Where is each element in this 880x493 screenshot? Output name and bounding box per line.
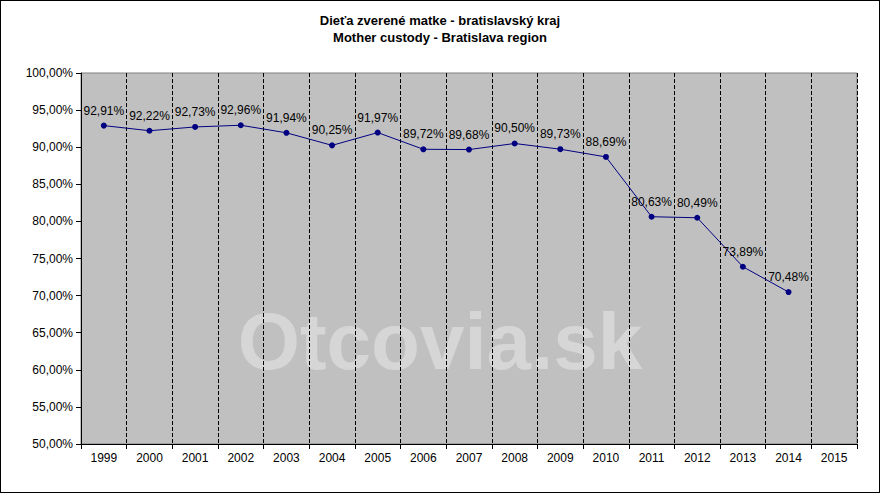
- svg-text:85,00%: 85,00%: [32, 177, 73, 191]
- svg-text:95,00%: 95,00%: [32, 103, 73, 117]
- svg-text:2015: 2015: [821, 451, 848, 465]
- svg-text:55,00%: 55,00%: [32, 400, 73, 414]
- svg-text:2009: 2009: [547, 451, 574, 465]
- svg-text:92,73%: 92,73%: [175, 105, 216, 119]
- svg-text:Mother custody - Bratislava re: Mother custody - Bratislava region: [333, 30, 547, 45]
- svg-text:89,73%: 89,73%: [540, 127, 581, 141]
- svg-text:89,68%: 89,68%: [449, 128, 490, 142]
- svg-text:92,22%: 92,22%: [129, 109, 170, 123]
- svg-text:Dieťa zverené matke - bratisla: Dieťa zverené matke - bratislavský kraj: [320, 13, 560, 28]
- svg-text:80,00%: 80,00%: [32, 214, 73, 228]
- svg-text:92,91%: 92,91%: [83, 104, 124, 118]
- svg-text:65,00%: 65,00%: [32, 326, 73, 340]
- svg-text:73,89%: 73,89%: [723, 245, 764, 259]
- svg-text:2007: 2007: [456, 451, 483, 465]
- svg-text:80,49%: 80,49%: [677, 196, 718, 210]
- svg-text:2014: 2014: [775, 451, 802, 465]
- svg-text:75,00%: 75,00%: [32, 252, 73, 266]
- svg-text:90,25%: 90,25%: [312, 123, 353, 137]
- svg-text:2012: 2012: [684, 451, 711, 465]
- svg-text:88,69%: 88,69%: [586, 135, 627, 149]
- svg-text:1999: 1999: [90, 451, 117, 465]
- svg-text:2005: 2005: [364, 451, 391, 465]
- svg-text:100,00%: 100,00%: [26, 66, 74, 80]
- svg-text:2004: 2004: [319, 451, 346, 465]
- svg-text:2003: 2003: [273, 451, 300, 465]
- svg-text:2010: 2010: [593, 451, 620, 465]
- svg-text:90,00%: 90,00%: [32, 140, 73, 154]
- svg-text:2008: 2008: [501, 451, 528, 465]
- svg-text:92,96%: 92,96%: [220, 103, 261, 117]
- svg-text:2001: 2001: [182, 451, 209, 465]
- svg-text:Otcovia.sk: Otcovia.sk: [238, 297, 643, 386]
- svg-text:80,63%: 80,63%: [631, 195, 672, 209]
- svg-text:89,72%: 89,72%: [403, 127, 444, 141]
- svg-text:2011: 2011: [639, 451, 665, 465]
- svg-text:60,00%: 60,00%: [32, 363, 73, 377]
- svg-text:2013: 2013: [730, 451, 757, 465]
- svg-text:91,97%: 91,97%: [357, 111, 398, 125]
- svg-text:2006: 2006: [410, 451, 437, 465]
- svg-text:70,00%: 70,00%: [32, 289, 73, 303]
- svg-text:2000: 2000: [136, 451, 163, 465]
- svg-text:2002: 2002: [227, 451, 254, 465]
- svg-text:70,48%: 70,48%: [768, 270, 809, 284]
- svg-text:50,00%: 50,00%: [32, 437, 73, 451]
- svg-text:90,50%: 90,50%: [494, 121, 535, 135]
- svg-text:91,94%: 91,94%: [266, 111, 307, 125]
